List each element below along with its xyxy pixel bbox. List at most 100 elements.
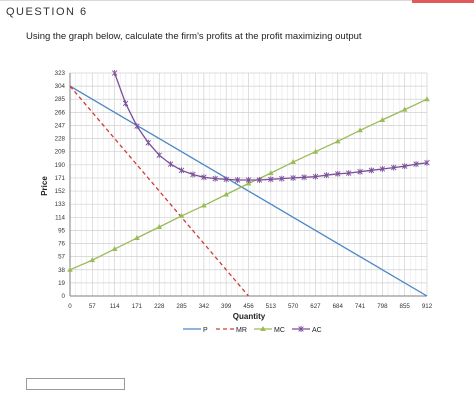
ac-point-marker [134, 123, 140, 130]
x-tick-label: 57 [89, 303, 96, 310]
mc-point-marker [223, 191, 229, 197]
y-tick-label: 95 [58, 227, 65, 234]
mc-point-marker [134, 235, 140, 241]
ac-point-marker [111, 70, 118, 76]
legend-label: MC [274, 327, 285, 334]
ac-point-marker [156, 152, 162, 159]
x-tick-label: 456 [243, 303, 254, 310]
ac-point-marker [212, 175, 218, 182]
y-tick-label: 304 [55, 83, 66, 90]
series-line-mr [69, 85, 249, 297]
ac-point-marker [268, 176, 274, 183]
chart-legend: P MR MC AC [183, 326, 322, 334]
legend-item-ac: AC [292, 326, 322, 334]
question-prompt: Using the graph below, calculate the fir… [26, 31, 362, 42]
x-tick-label: 513 [266, 303, 277, 310]
y-tick-label: 133 [55, 201, 66, 208]
x-tick-label: 855 [400, 303, 411, 310]
mc-point-marker [178, 212, 185, 218]
x-tick-label: 285 [176, 303, 187, 310]
chart-grid [69, 72, 428, 297]
series-mc [67, 96, 430, 272]
y-tick-label: 0 [62, 293, 66, 300]
ac-point-marker [357, 168, 363, 175]
y-tick-label: 76 [58, 241, 65, 248]
legend-item-mr: MR [216, 327, 247, 334]
ac-point-marker [245, 177, 252, 184]
mc-point-marker [201, 202, 207, 208]
y-tick-label: 209 [55, 149, 66, 156]
y-tick-label: 323 [55, 70, 66, 77]
mc-point-marker [111, 246, 118, 252]
mc-point-marker [312, 148, 319, 154]
x-tick-label: 627 [310, 303, 321, 310]
ac-point-marker [122, 100, 129, 107]
mc-point-marker [357, 127, 363, 133]
ac-point-marker [223, 176, 229, 183]
series-mr [69, 85, 249, 297]
ac-point-marker [413, 161, 419, 168]
mc-point-marker [290, 159, 296, 165]
legend-label: P [203, 327, 208, 334]
ac-point-marker [401, 163, 408, 170]
mc-point-marker [334, 138, 341, 144]
ac-point-marker [391, 164, 397, 171]
ac-point-marker [290, 174, 296, 181]
y-tick-label: 266 [55, 109, 66, 116]
legend-label: MR [236, 327, 247, 334]
x-tick-label: 912 [422, 303, 433, 310]
x-tick-label: 399 [221, 303, 232, 310]
y-tick-label: 171 [55, 175, 66, 182]
ac-point-marker [424, 159, 430, 166]
ac-point-marker [312, 173, 319, 180]
y-tick-label: 152 [55, 188, 66, 195]
ac-point-marker [201, 174, 207, 181]
y-tick-label: 285 [55, 96, 66, 103]
question-number: QUESTION 6 [6, 6, 88, 18]
answer-input[interactable] [26, 378, 125, 390]
x-tick-label: 114 [110, 303, 120, 310]
y-tick-label: 228 [55, 136, 66, 143]
mc-point-marker [424, 96, 430, 102]
series-line-p [69, 85, 428, 297]
y-tick-label: 38 [58, 267, 65, 274]
x-tick-label: 0 [68, 303, 72, 310]
y-tick-label: 114 [55, 214, 65, 221]
x-tick-label: 342 [199, 303, 210, 310]
ac-point-marker [368, 167, 375, 174]
mc-point-marker [379, 116, 386, 122]
x-tick-label: 228 [154, 303, 165, 310]
y-axis-label: Price [40, 176, 49, 196]
chart-series [67, 70, 430, 297]
mc-point-marker [260, 326, 266, 331]
mc-point-marker [268, 170, 274, 176]
ac-point-marker [145, 139, 152, 146]
mc-point-marker [89, 257, 96, 263]
ac-point-marker [301, 174, 307, 181]
y-tick-label: 19 [58, 280, 65, 287]
ac-point-marker [345, 170, 352, 177]
y-tick-label: 57 [58, 254, 65, 261]
legend-item-p: P [183, 327, 208, 334]
mc-point-marker [401, 106, 408, 112]
ac-point-marker [190, 171, 196, 178]
legend-item-mc: MC [254, 326, 285, 334]
x-tick-label: 741 [355, 303, 366, 310]
ac-point-marker [234, 177, 241, 184]
chart-ticks: 0 57 114 171 228 285 342 399 456 513 570 627 684 741 7… [55, 70, 433, 310]
ac-point-marker [167, 161, 174, 168]
x-tick-label: 171 [132, 303, 143, 310]
series-p [69, 85, 428, 297]
mc-point-marker [156, 223, 163, 229]
ac-point-marker [256, 177, 263, 184]
mc-point-marker [67, 266, 73, 272]
top-accent-bar [412, 0, 474, 3]
x-tick-label: 684 [333, 303, 344, 310]
x-tick-label: 570 [288, 303, 299, 310]
ac-point-marker [379, 165, 386, 172]
y-tick-label: 247 [55, 122, 66, 129]
ac-point-marker [335, 170, 341, 177]
ac-point-marker [279, 175, 285, 182]
top-border [0, 0, 474, 1]
